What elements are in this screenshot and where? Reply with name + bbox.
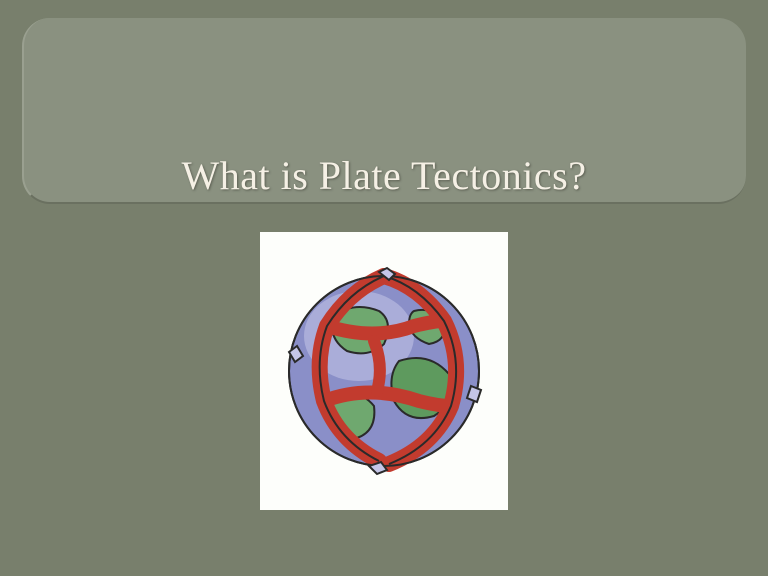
globe-image-container [260,232,508,510]
tectonic-globe-icon [279,266,489,476]
slide-title: What is Plate Tectonics? [0,152,768,199]
